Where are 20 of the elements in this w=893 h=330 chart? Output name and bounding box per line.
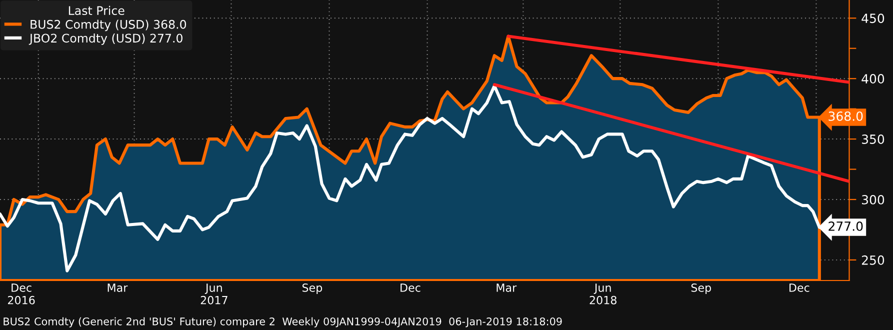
x-tick-label: Dec 2016 — [8, 284, 35, 304]
y-tick-label: 450 — [862, 14, 884, 24]
data-label: 277.0 — [828, 221, 863, 231]
x-tick-label: Mar — [108, 284, 128, 292]
y-tick-label: 250 — [862, 255, 884, 265]
x-tick-label: Dec — [400, 284, 420, 292]
x-tick-label: Sep — [691, 283, 711, 294]
y-tick-label: 400 — [862, 74, 884, 84]
legend-label: BUS2 Comdty (USD) 368.0 — [30, 20, 186, 32]
y-tick-label: 300 — [862, 194, 884, 204]
data-label: 368.0 — [828, 111, 863, 121]
legend-title: Last Price — [68, 6, 124, 16]
x-tick-label: Jun 2018 — [590, 284, 616, 304]
x-tick-label: Jun 2017 — [200, 284, 228, 304]
text: BUS2 Comdty (Generic 2nd 'BUS' Future) compare 2 Weekly 09JAN1999-04JAN2019 06-Jan-2019 18:18:09 — [4, 317, 562, 328]
x-tick-label: Sep — [302, 283, 322, 294]
x-tick-label: Mar — [496, 284, 517, 292]
x-tick-label: Dec — [790, 284, 810, 292]
y-tick-label: 350 — [862, 134, 884, 144]
legend-label: JBO2 Comdty (USD) 277.0 — [28, 33, 182, 45]
